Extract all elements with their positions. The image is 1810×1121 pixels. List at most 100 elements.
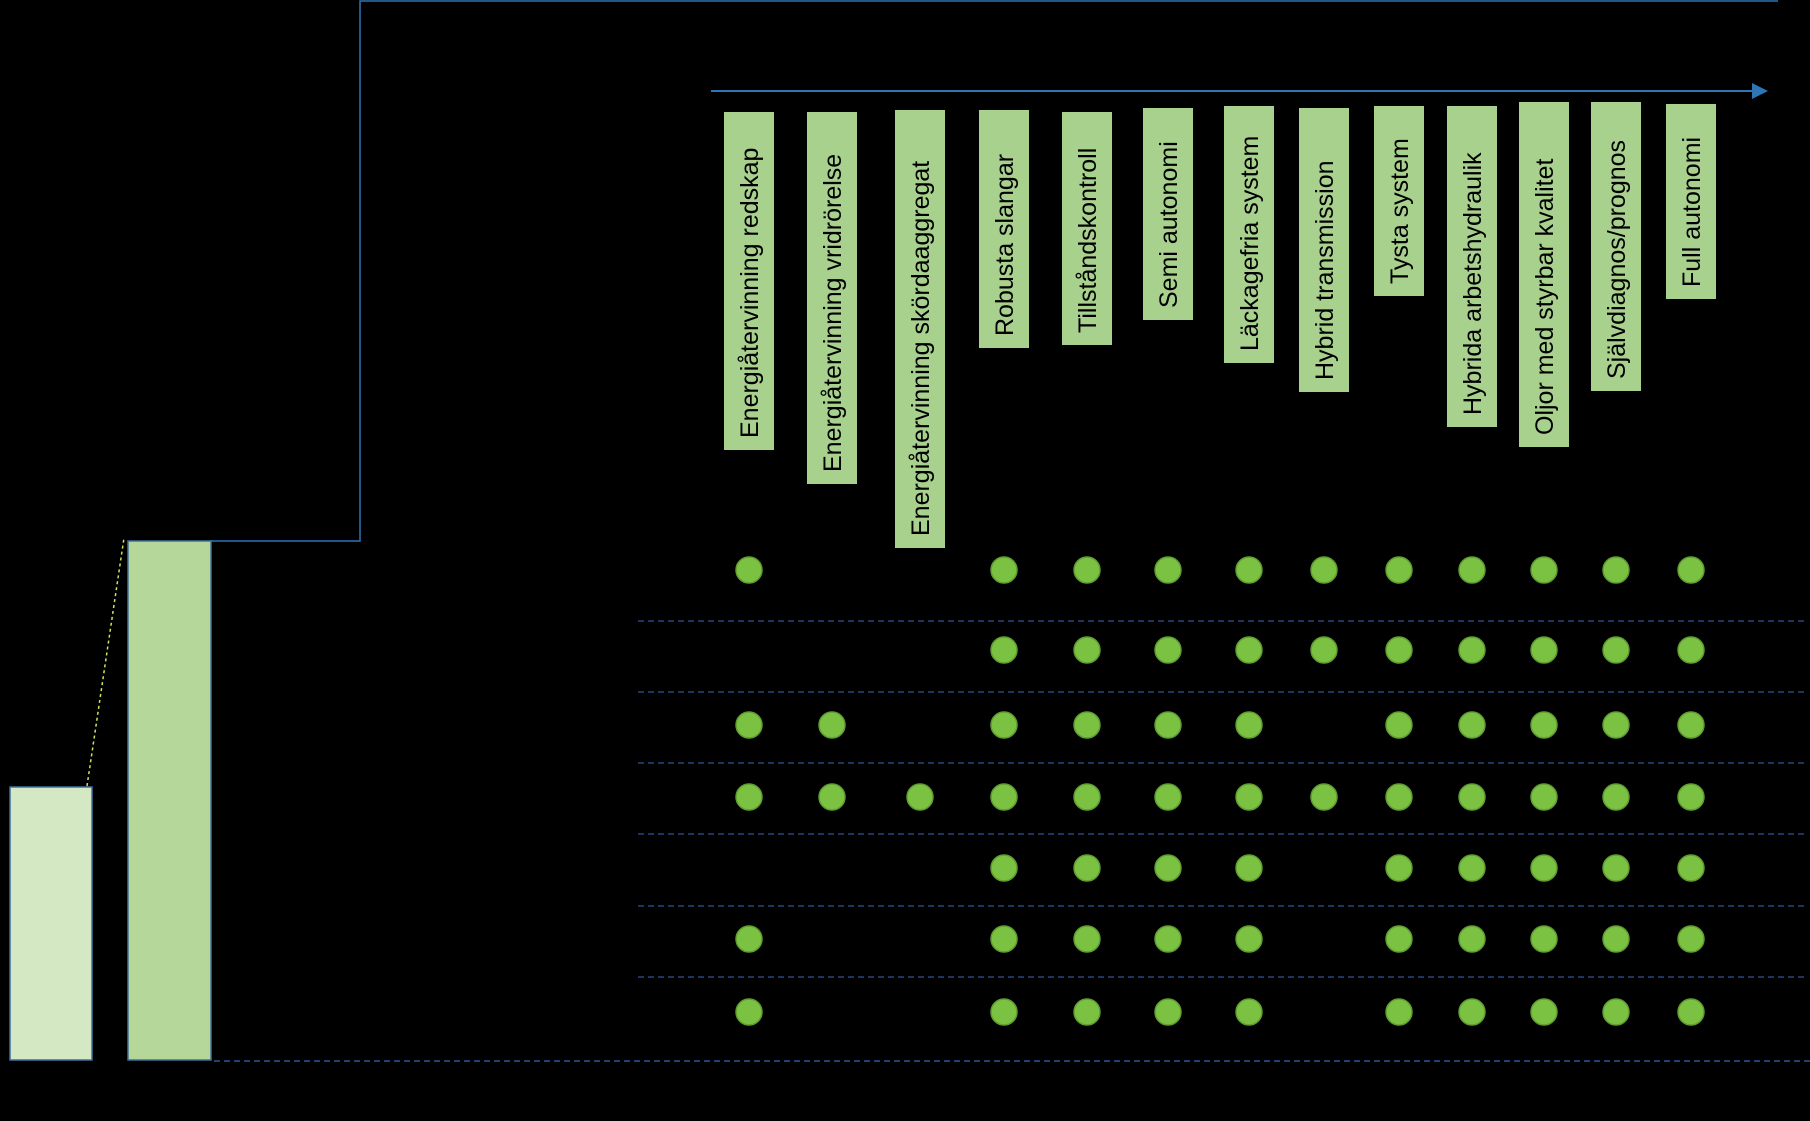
column-label: Hybrid transmission	[1311, 160, 1339, 380]
matrix-dot	[818, 783, 846, 811]
matrix-dot	[1677, 711, 1705, 739]
matrix-dot	[990, 556, 1018, 584]
label-box-background	[1299, 108, 1349, 392]
matrix-dot	[1602, 636, 1630, 664]
matrix-dot	[1530, 998, 1558, 1026]
matrix-dot	[1458, 998, 1486, 1026]
matrix-dot	[990, 711, 1018, 739]
column-label: Full autonomi	[1678, 137, 1706, 287]
matrix-dot	[990, 636, 1018, 664]
matrix-dot	[1073, 783, 1101, 811]
matrix-dot	[1154, 636, 1182, 664]
matrix-dot	[1073, 998, 1101, 1026]
column-label-box: Självdiagnos/prognos	[1591, 102, 1641, 391]
matrix-dot	[1602, 556, 1630, 584]
matrix-dot	[1677, 925, 1705, 953]
label-box-background	[1447, 106, 1497, 427]
matrix-dot	[1385, 854, 1413, 882]
matrix-dot	[1385, 925, 1413, 953]
column-label-box: Hybrid transmission	[1299, 108, 1349, 392]
matrix-dot	[1073, 854, 1101, 882]
label-box-background	[1374, 106, 1424, 296]
column-label-box: Tysta system	[1374, 106, 1424, 296]
column-label: Tysta system	[1386, 138, 1414, 284]
matrix-dot	[1602, 925, 1630, 953]
matrix-dot	[1154, 556, 1182, 584]
matrix-dot	[1530, 854, 1558, 882]
matrix-dot	[1154, 854, 1182, 882]
column-label-box: Energiåtervinning vridrörelse	[807, 112, 857, 484]
matrix-dot	[1235, 711, 1263, 739]
matrix-dot	[1235, 783, 1263, 811]
bar-large	[127, 540, 212, 1061]
matrix-dot	[1385, 783, 1413, 811]
matrix-dot	[1677, 998, 1705, 1026]
matrix-dot	[1235, 556, 1263, 584]
column-labels: Energiåtervinning redskap Energiåtervinni…	[724, 102, 1716, 548]
column-label: Tillståndskontroll	[1074, 148, 1102, 333]
matrix-dot	[1530, 556, 1558, 584]
matrix-dot	[1154, 998, 1182, 1026]
matrix-dot	[735, 711, 763, 739]
matrix-dot	[990, 925, 1018, 953]
column-label: Energiåtervinning skördaaggregat	[907, 161, 935, 536]
bar-guide-line	[86, 537, 125, 787]
column-label: Energiåtervinning vridrörelse	[819, 154, 847, 472]
label-box-background	[1143, 108, 1193, 320]
label-box-background	[895, 110, 945, 548]
matrix-dot	[1073, 636, 1101, 664]
label-box-background	[1062, 112, 1112, 345]
matrix-dot	[1310, 556, 1338, 584]
matrix-dot	[1458, 783, 1486, 811]
column-label: Oljor med styrbar kvalitet	[1531, 158, 1559, 435]
matrix-dot	[1385, 636, 1413, 664]
label-box-background	[1591, 102, 1641, 391]
column-label-box: Energiåtervinning redskap	[724, 112, 774, 450]
row-dividers	[638, 620, 1806, 978]
matrix-dot	[1458, 711, 1486, 739]
matrix-dot	[990, 854, 1018, 882]
column-label: Självdiagnos/prognos	[1603, 140, 1631, 379]
bar-small	[9, 786, 93, 1061]
column-label: Läckagefria system	[1236, 136, 1264, 351]
matrix-dot	[1458, 636, 1486, 664]
matrix-dot	[1602, 998, 1630, 1026]
label-box-background	[1666, 104, 1716, 299]
matrix-dot	[1154, 925, 1182, 953]
column-label: Semi autonomi	[1155, 141, 1183, 308]
matrix-dot	[1602, 854, 1630, 882]
matrix-dot	[1154, 783, 1182, 811]
matrix-dot	[1073, 925, 1101, 953]
matrix-dot	[1235, 998, 1263, 1026]
matrix-dot	[1310, 783, 1338, 811]
label-box-background	[807, 112, 857, 484]
matrix-dot	[1385, 556, 1413, 584]
matrix-dot	[1385, 998, 1413, 1026]
matrix-dot	[1677, 854, 1705, 882]
column-label-box: Energiåtervinning skördaaggregat	[895, 110, 945, 548]
matrix-dot	[1235, 854, 1263, 882]
label-box-background	[1224, 106, 1274, 363]
matrix-dot	[1235, 636, 1263, 664]
matrix-dot	[906, 783, 934, 811]
column-label-box: Oljor med styrbar kvalitet	[1519, 102, 1569, 447]
matrix-dot	[1385, 711, 1413, 739]
matrix-dot	[1677, 636, 1705, 664]
matrix-dot	[1530, 711, 1558, 739]
matrix-dot	[1073, 556, 1101, 584]
matrix-dot	[735, 925, 763, 953]
matrix-dot	[735, 783, 763, 811]
label-box-background	[1519, 102, 1569, 447]
column-label-box: Semi autonomi	[1143, 108, 1193, 320]
column-label-box: Robusta slangar	[979, 110, 1029, 348]
matrix-dot	[1677, 783, 1705, 811]
column-label-box: Full autonomi	[1666, 104, 1716, 299]
matrix-dot	[990, 998, 1018, 1026]
matrix-dot	[1602, 711, 1630, 739]
column-label: Energiåtervinning redskap	[736, 148, 764, 438]
matrix-dot	[1530, 783, 1558, 811]
matrix-dot	[1677, 556, 1705, 584]
column-label: Hybrida arbetshydraulik	[1459, 152, 1487, 415]
label-box-background	[979, 110, 1029, 348]
